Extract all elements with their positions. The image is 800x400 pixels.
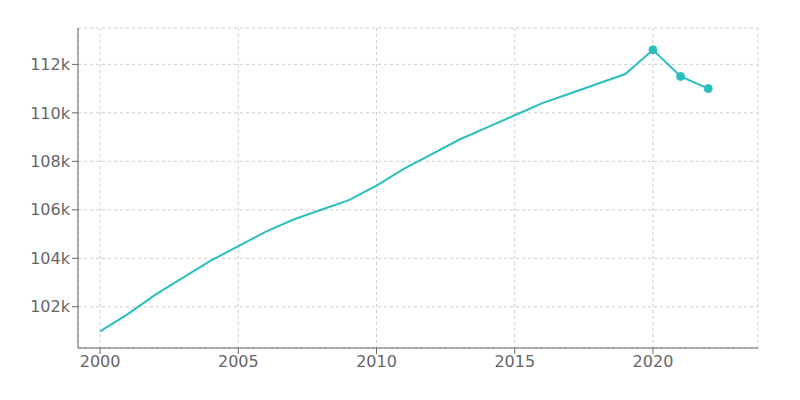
svg-text:2000: 2000 — [80, 352, 121, 371]
svg-text:2020: 2020 — [633, 352, 674, 371]
svg-text:106k: 106k — [30, 200, 71, 219]
svg-text:112k: 112k — [30, 55, 71, 74]
svg-text:110k: 110k — [30, 104, 71, 123]
svg-text:2005: 2005 — [218, 352, 259, 371]
svg-text:2015: 2015 — [494, 352, 535, 371]
svg-text:102k: 102k — [30, 297, 71, 316]
svg-text:108k: 108k — [30, 152, 71, 171]
svg-text:2010: 2010 — [356, 352, 397, 371]
svg-text:104k: 104k — [30, 249, 71, 268]
